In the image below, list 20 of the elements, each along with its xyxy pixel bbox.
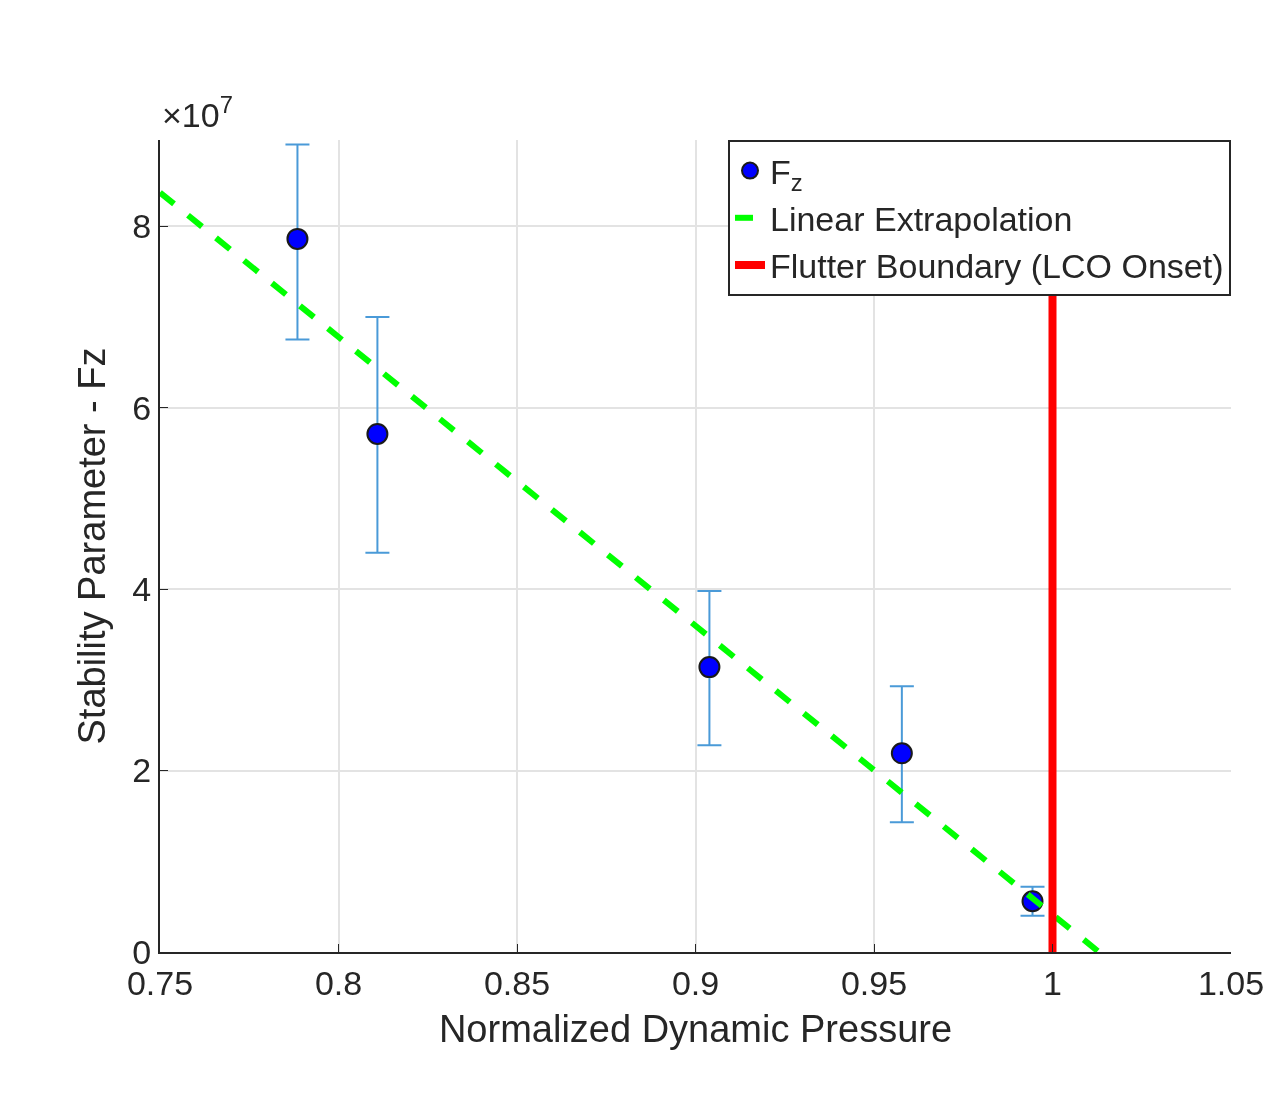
point bbox=[698, 656, 721, 679]
x-tick-label: 1.05 bbox=[1197, 963, 1265, 1002]
text: ×10$^{7}$ bbox=[162, 91, 233, 135]
y-tick-label: 8 bbox=[132, 207, 152, 246]
point bbox=[890, 742, 913, 765]
x-axis-title: Normalized Dynamic Pressure bbox=[438, 1008, 953, 1051]
y-tick-label: 6 bbox=[132, 388, 152, 427]
ref-line-label: Flutter Boundary (LCO Onset) bbox=[770, 247, 1224, 286]
point bbox=[286, 227, 309, 250]
x-tick-label: 0.95 bbox=[840, 963, 908, 1002]
x-tick-label: 0.85 bbox=[483, 963, 551, 1002]
legend-label: Linear Extrapolation bbox=[770, 200, 1073, 239]
x-tick-label: 0.9 bbox=[671, 963, 720, 1002]
point bbox=[366, 422, 389, 445]
y-tick-label: 4 bbox=[132, 569, 152, 608]
x-tick-label: 0.8 bbox=[314, 963, 363, 1002]
y-tick-label: 2 bbox=[132, 751, 152, 790]
y-axis-title: Stability Parameter - Fz bbox=[70, 347, 113, 745]
x-tick-label: 1 bbox=[1043, 963, 1062, 1002]
legend-label: F$_{z}$ bbox=[770, 152, 803, 196]
